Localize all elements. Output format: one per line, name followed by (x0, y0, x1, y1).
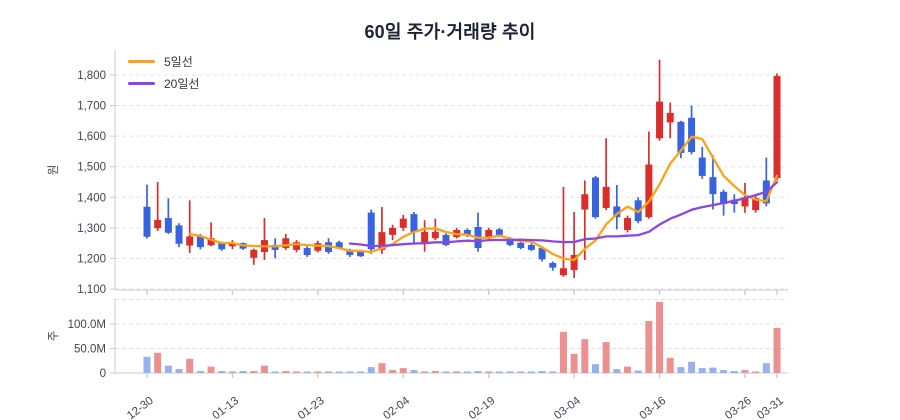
svg-text:02-19: 02-19 (467, 395, 498, 420)
svg-text:50.0M: 50.0M (74, 344, 106, 356)
svg-text:1,800: 1,800 (77, 70, 106, 82)
ma20-legend-label: 20일선 (164, 77, 200, 91)
svg-text:100.0M: 100.0M (68, 319, 106, 331)
chart-title: 60일 주가·거래량 추이 (364, 22, 536, 42)
ma5-legend-label: 5일선 (164, 55, 193, 69)
ma20-line-swatch (128, 82, 155, 85)
svg-text:01-13: 01-13 (211, 395, 242, 420)
svg-text:03-31: 03-31 (755, 395, 786, 420)
legend-item-ma5: 5일선 (128, 54, 199, 69)
svg-text:1,400: 1,400 (77, 192, 106, 204)
svg-text:주: 주 (48, 331, 60, 342)
svg-text:1,200: 1,200 (77, 253, 106, 265)
svg-text:0: 0 (100, 368, 106, 380)
svg-text:02-04: 02-04 (381, 394, 412, 420)
svg-text:1,700: 1,700 (77, 101, 106, 113)
svg-text:1,100: 1,100 (77, 284, 106, 296)
ma5-line-swatch (128, 60, 155, 63)
svg-text:12-30: 12-30 (125, 395, 156, 420)
svg-text:03-04: 03-04 (552, 394, 583, 420)
svg-text:03-16: 03-16 (638, 395, 669, 420)
svg-text:원: 원 (46, 165, 60, 176)
svg-text:1,600: 1,600 (77, 131, 106, 143)
svg-text:1,500: 1,500 (77, 162, 106, 174)
chart-legend: 5일선 20일선 (128, 54, 199, 91)
svg-text:01-23: 01-23 (296, 395, 327, 420)
svg-text:03-26: 03-26 (723, 395, 754, 420)
legend-item-ma20: 20일선 (128, 76, 199, 91)
svg-text:1,300: 1,300 (77, 223, 106, 235)
